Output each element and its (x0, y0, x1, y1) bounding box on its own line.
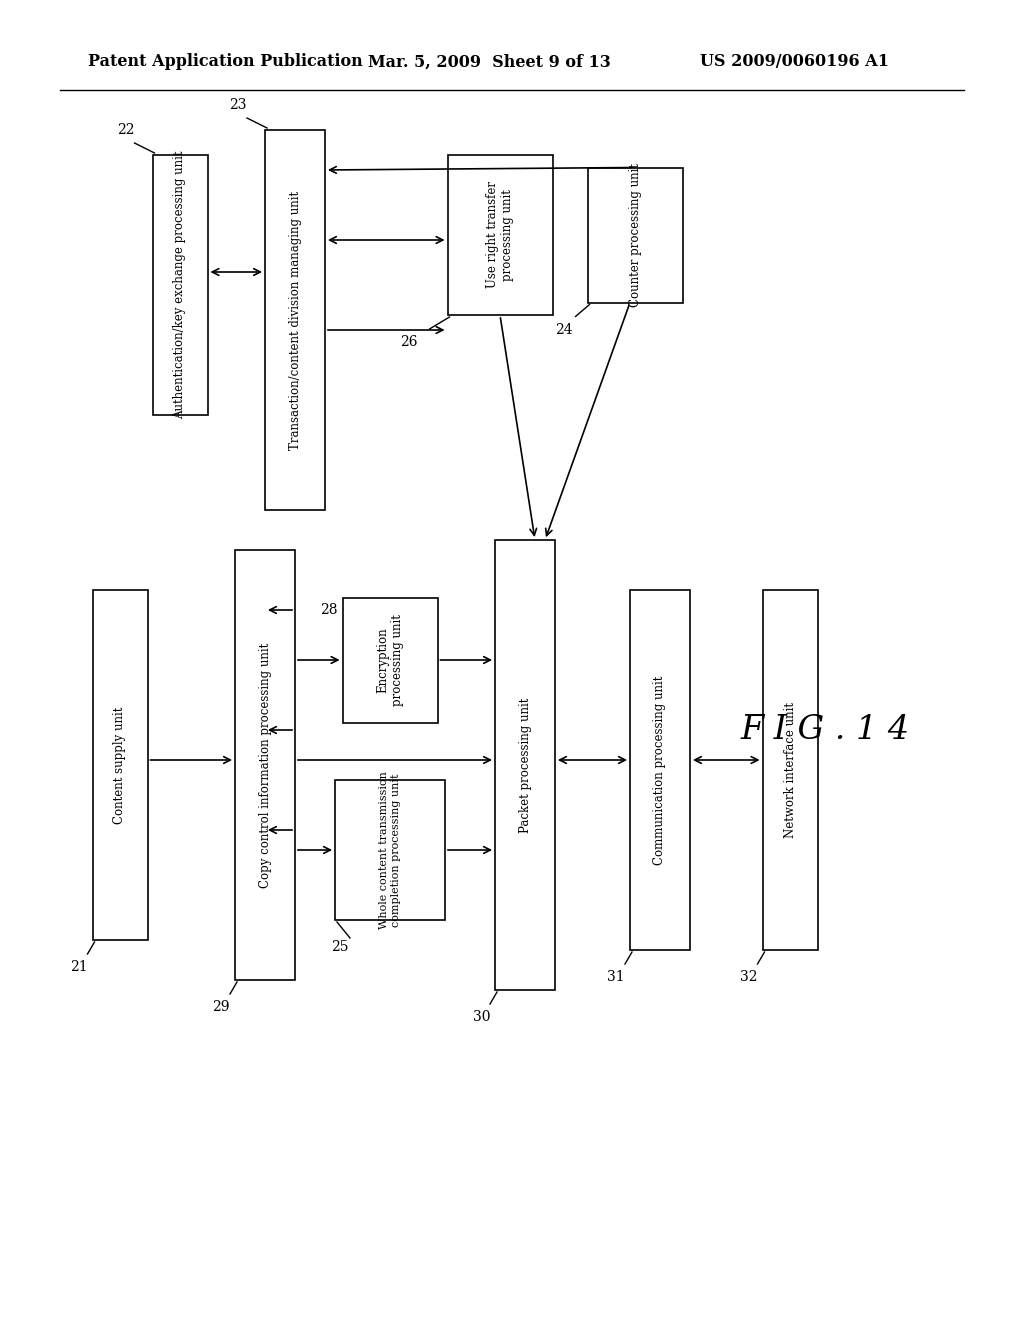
Text: 31: 31 (607, 970, 625, 983)
Text: 28: 28 (319, 602, 338, 616)
Text: Counter processing unit: Counter processing unit (629, 162, 641, 308)
Bar (447, 154, 553, 315)
Text: 24: 24 (555, 322, 572, 337)
Bar (763, 590, 817, 950)
Text: Whole content transmission
completion processing unit: Whole content transmission completion pr… (379, 771, 400, 929)
Bar (495, 540, 555, 990)
Text: Network interface unit: Network interface unit (783, 702, 797, 838)
Text: Patent Application Publication: Patent Application Publication (88, 54, 362, 70)
Bar (588, 168, 683, 302)
Text: 32: 32 (740, 970, 758, 983)
Bar (630, 590, 690, 950)
Text: Content supply unit: Content supply unit (114, 706, 127, 824)
Bar (342, 598, 437, 722)
Text: 23: 23 (229, 98, 247, 112)
Text: US 2009/0060196 A1: US 2009/0060196 A1 (700, 54, 889, 70)
Text: Mar. 5, 2009  Sheet 9 of 13: Mar. 5, 2009 Sheet 9 of 13 (368, 54, 610, 70)
Text: 25: 25 (331, 940, 349, 954)
Text: Packet processing unit: Packet processing unit (518, 697, 531, 833)
Bar (234, 550, 295, 979)
Text: 22: 22 (117, 123, 134, 137)
Bar (335, 780, 445, 920)
Text: Communication processing unit: Communication processing unit (653, 676, 667, 865)
Text: 29: 29 (213, 1001, 230, 1014)
Text: 21: 21 (70, 960, 87, 974)
Bar (153, 154, 208, 414)
Text: Encryption
processing unit: Encryption processing unit (376, 614, 404, 706)
Text: Copy control information processing unit: Copy control information processing unit (258, 643, 271, 887)
Bar (265, 129, 325, 510)
Bar (92, 590, 147, 940)
Text: F I G . 1 4: F I G . 1 4 (740, 714, 909, 746)
Text: Use right transfer
processing unit: Use right transfer processing unit (486, 181, 514, 289)
Text: Transaction/content division managing unit: Transaction/content division managing un… (289, 190, 301, 450)
Text: 26: 26 (400, 335, 418, 348)
Text: 30: 30 (472, 1010, 490, 1024)
Text: Authentication/key exchange processing unit: Authentication/key exchange processing u… (173, 150, 186, 420)
